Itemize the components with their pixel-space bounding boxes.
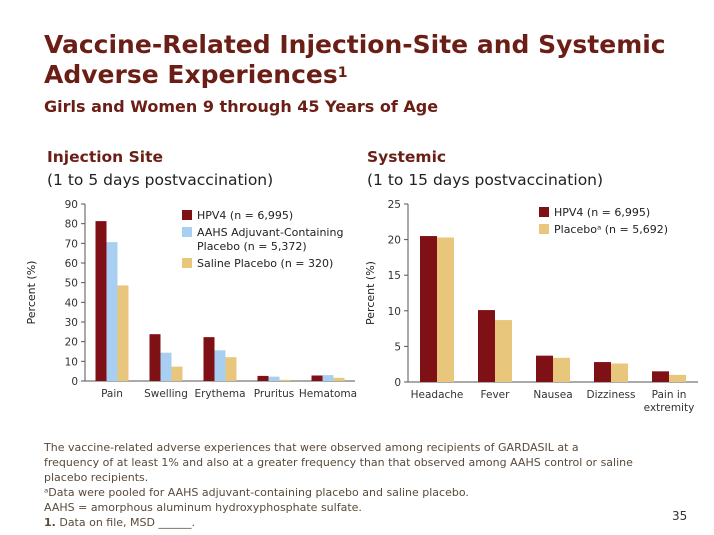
right-subheading: (1 to 15 days postvaccination)	[367, 171, 604, 189]
x-category-label: Pain	[101, 388, 123, 400]
y-axis-label: Percent (%)	[364, 261, 377, 325]
left-subheading: (1 to 5 days postvaccination)	[47, 171, 274, 189]
bar-hematoma-series-2	[322, 375, 334, 381]
y-tick-label: 90	[65, 199, 78, 211]
bar-swelling-series-1	[149, 334, 161, 381]
legend-label: HPV4 (n = 6,995)	[197, 209, 293, 222]
bar-nausea-series-2	[553, 357, 570, 382]
y-tick-label: 50	[65, 278, 78, 290]
title-superscript: 1	[337, 65, 348, 81]
y-tick-label: 20	[388, 235, 401, 247]
x-category-label: Pruritus	[254, 388, 295, 400]
y-tick-label: 10	[388, 306, 401, 318]
bar-swelling-series-2	[160, 352, 172, 381]
legend-label: Placeboᵃ (n = 5,692)	[554, 223, 668, 236]
legend-label: Saline Placebo (n = 320)	[197, 257, 333, 270]
bar-pruritus-series-1	[257, 375, 269, 381]
legend-label: HPV4 (n = 6,995)	[554, 206, 650, 219]
bar-pain-series-1	[95, 221, 107, 381]
right-section-heading: Systemic (1 to 15 days postvaccination)	[367, 146, 603, 192]
legend-swatch	[182, 210, 192, 220]
legend-swatch	[182, 227, 192, 237]
title-line-2: Adverse Experiences1	[44, 60, 704, 90]
systemic-chart: 0 5 10 15 20 25 Percent (%) Headache Fever Nausea…	[364, 199, 698, 414]
x-category-label: Nausea	[533, 389, 572, 401]
reference-line: 1. Data on file, MSD ______.	[44, 515, 664, 530]
bar-pain-series-2	[106, 242, 118, 381]
bar-swelling-series-3	[171, 366, 183, 381]
bar-pruritus-series-3	[279, 379, 291, 381]
left-section-heading: Injection Site (1 to 5 days postvaccinat…	[47, 146, 273, 192]
y-axis-label: Percent (%)	[25, 261, 38, 325]
title-line-1: Vaccine-Related Injection-Site and Syste…	[44, 30, 666, 59]
bar-dizziness-series-2	[611, 363, 628, 382]
bar-headache-series-2	[437, 237, 454, 382]
slide-subtitle: Girls and Women 9 through 45 Years of Ag…	[44, 97, 439, 116]
y-tick-label: 40	[65, 297, 78, 309]
reference-text: Data on file, MSD ______.	[59, 516, 195, 529]
page-number: 35	[672, 509, 688, 523]
bar-fever-series-2	[495, 320, 512, 382]
bar-headache-series-1	[420, 236, 437, 382]
footnote-line: AAHS = amorphous aluminum hydroxyphospha…	[44, 501, 362, 514]
legend-swatch	[539, 207, 549, 217]
x-category-label: Dizziness	[587, 389, 636, 401]
legend-label: AAHS Adjuvant-Containing	[197, 226, 343, 239]
x-category-label: Headache	[411, 389, 464, 401]
bar-hematoma-series-1	[311, 375, 323, 381]
y-tick-label: 0	[394, 377, 401, 389]
title-line-2-text: Adverse Experiences	[44, 60, 338, 89]
bar-pain-series-3	[117, 285, 129, 381]
bar-nausea-series-1	[536, 355, 553, 382]
y-tick-label: 80	[65, 219, 78, 231]
bar-erythema-series-2	[214, 350, 226, 381]
y-tick-label: 5	[394, 341, 401, 353]
y-tick-label: 60	[65, 258, 78, 270]
slide-title: Vaccine-Related Injection-Site and Syste…	[44, 30, 704, 90]
x-category-label: Swelling	[144, 388, 188, 400]
y-tick-label: 10	[65, 356, 78, 368]
left-heading: Injection Site	[47, 148, 164, 166]
y-tick-label: 70	[65, 238, 78, 250]
right-heading: Systemic	[367, 148, 447, 166]
injection-site-chart: 0 10 20 30 40 50 60 70 80 90 Percent (%) Pain Swelli…	[25, 199, 357, 400]
bar-pain-in-extremity-series-2	[669, 374, 686, 382]
bar-fever-series-1	[478, 310, 495, 382]
bar-pruritus-series-2	[268, 376, 280, 381]
footnote-line: The vaccine-related adverse experiences …	[44, 441, 579, 454]
bar-pain-in-extremity-series-1	[652, 371, 669, 382]
footnote-line: ᵃData were pooled for AAHS adjuvant-cont…	[44, 486, 469, 499]
y-tick-label: 0	[71, 376, 78, 388]
x-category-label: extremity	[644, 402, 695, 414]
bar-dizziness-series-1	[594, 362, 611, 382]
bar-erythema-series-3	[225, 357, 237, 381]
footnote-line: frequency of at least 1% and also at a g…	[44, 456, 633, 469]
x-category-label: Hematoma	[299, 388, 357, 400]
y-tick-label: 15	[388, 270, 401, 282]
footnote-line: placebo recipients.	[44, 471, 149, 484]
bar-hematoma-series-3	[333, 377, 345, 381]
x-category-label: Fever	[481, 389, 511, 401]
reference-number: 1.	[44, 516, 56, 529]
y-tick-label: 20	[65, 337, 78, 349]
footnotes: The vaccine-related adverse experiences …	[44, 440, 664, 530]
y-tick-label: 25	[388, 199, 401, 211]
legend-label: Placebo (n = 5,372)	[197, 240, 307, 253]
x-category-label: Pain in	[652, 389, 687, 401]
y-tick-label: 30	[65, 317, 78, 329]
legend-swatch	[539, 224, 549, 234]
bar-erythema-series-1	[203, 337, 215, 381]
x-category-label: Erythema	[194, 388, 245, 400]
legend-swatch	[182, 258, 192, 268]
